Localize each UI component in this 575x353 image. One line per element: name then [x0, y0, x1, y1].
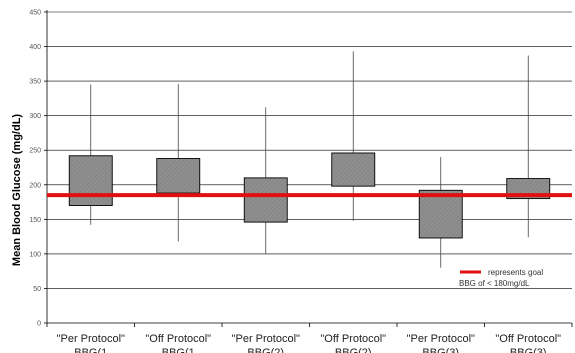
- y-tick-label: 50: [33, 286, 41, 293]
- axes: 0 50 100 150 200 250 300 350 400 450: [29, 10, 573, 328]
- boxes: [68, 51, 551, 268]
- category-label: "Per Protocol": [57, 333, 125, 345]
- category-sublabel: BBG(2): [247, 347, 284, 353]
- category-labels: "Per Protocol" BBG(1 "Off Protocol" BBG(1 "P…: [57, 333, 562, 353]
- box: [331, 152, 376, 187]
- box: [156, 158, 201, 194]
- category-label: "Off Protocol": [495, 333, 561, 345]
- legend-label-line2: BBG of < 180mg/dL: [459, 279, 530, 288]
- y-tick-label: 200: [29, 182, 41, 189]
- box: [418, 189, 463, 239]
- category-sublabel: BBG(3): [422, 347, 459, 353]
- box: [243, 177, 288, 223]
- category-label: "Per Protocol": [407, 333, 475, 345]
- category-sublabel: BBG(3): [510, 347, 547, 353]
- y-tick-label: 100: [29, 251, 41, 258]
- y-tick-label: 250: [29, 148, 41, 155]
- category-sublabel: BBG(2): [335, 347, 372, 353]
- box: [68, 155, 113, 206]
- category-label: "Per Protocol": [232, 333, 300, 345]
- category-sublabel: BBG(1: [162, 347, 195, 353]
- legend: represents goal BBG of < 180mg/dL: [459, 268, 543, 288]
- category-sublabel: BBG(1: [74, 347, 107, 353]
- y-tick-label: 300: [29, 113, 41, 120]
- y-tick-label: 0: [37, 321, 41, 328]
- legend-label-line1: represents goal: [488, 268, 543, 277]
- category-label: "Off Protocol": [145, 333, 211, 345]
- y-tick-label: 350: [29, 79, 41, 86]
- y-tick-label: 450: [29, 10, 41, 17]
- gridlines: [47, 11, 572, 289]
- y-axis-label: Mean Blood Glucose (mg/dL): [11, 114, 23, 267]
- y-tick-label: 150: [29, 217, 41, 224]
- y-tick-label: 400: [29, 44, 41, 51]
- category-label: "Off Protocol": [320, 333, 386, 345]
